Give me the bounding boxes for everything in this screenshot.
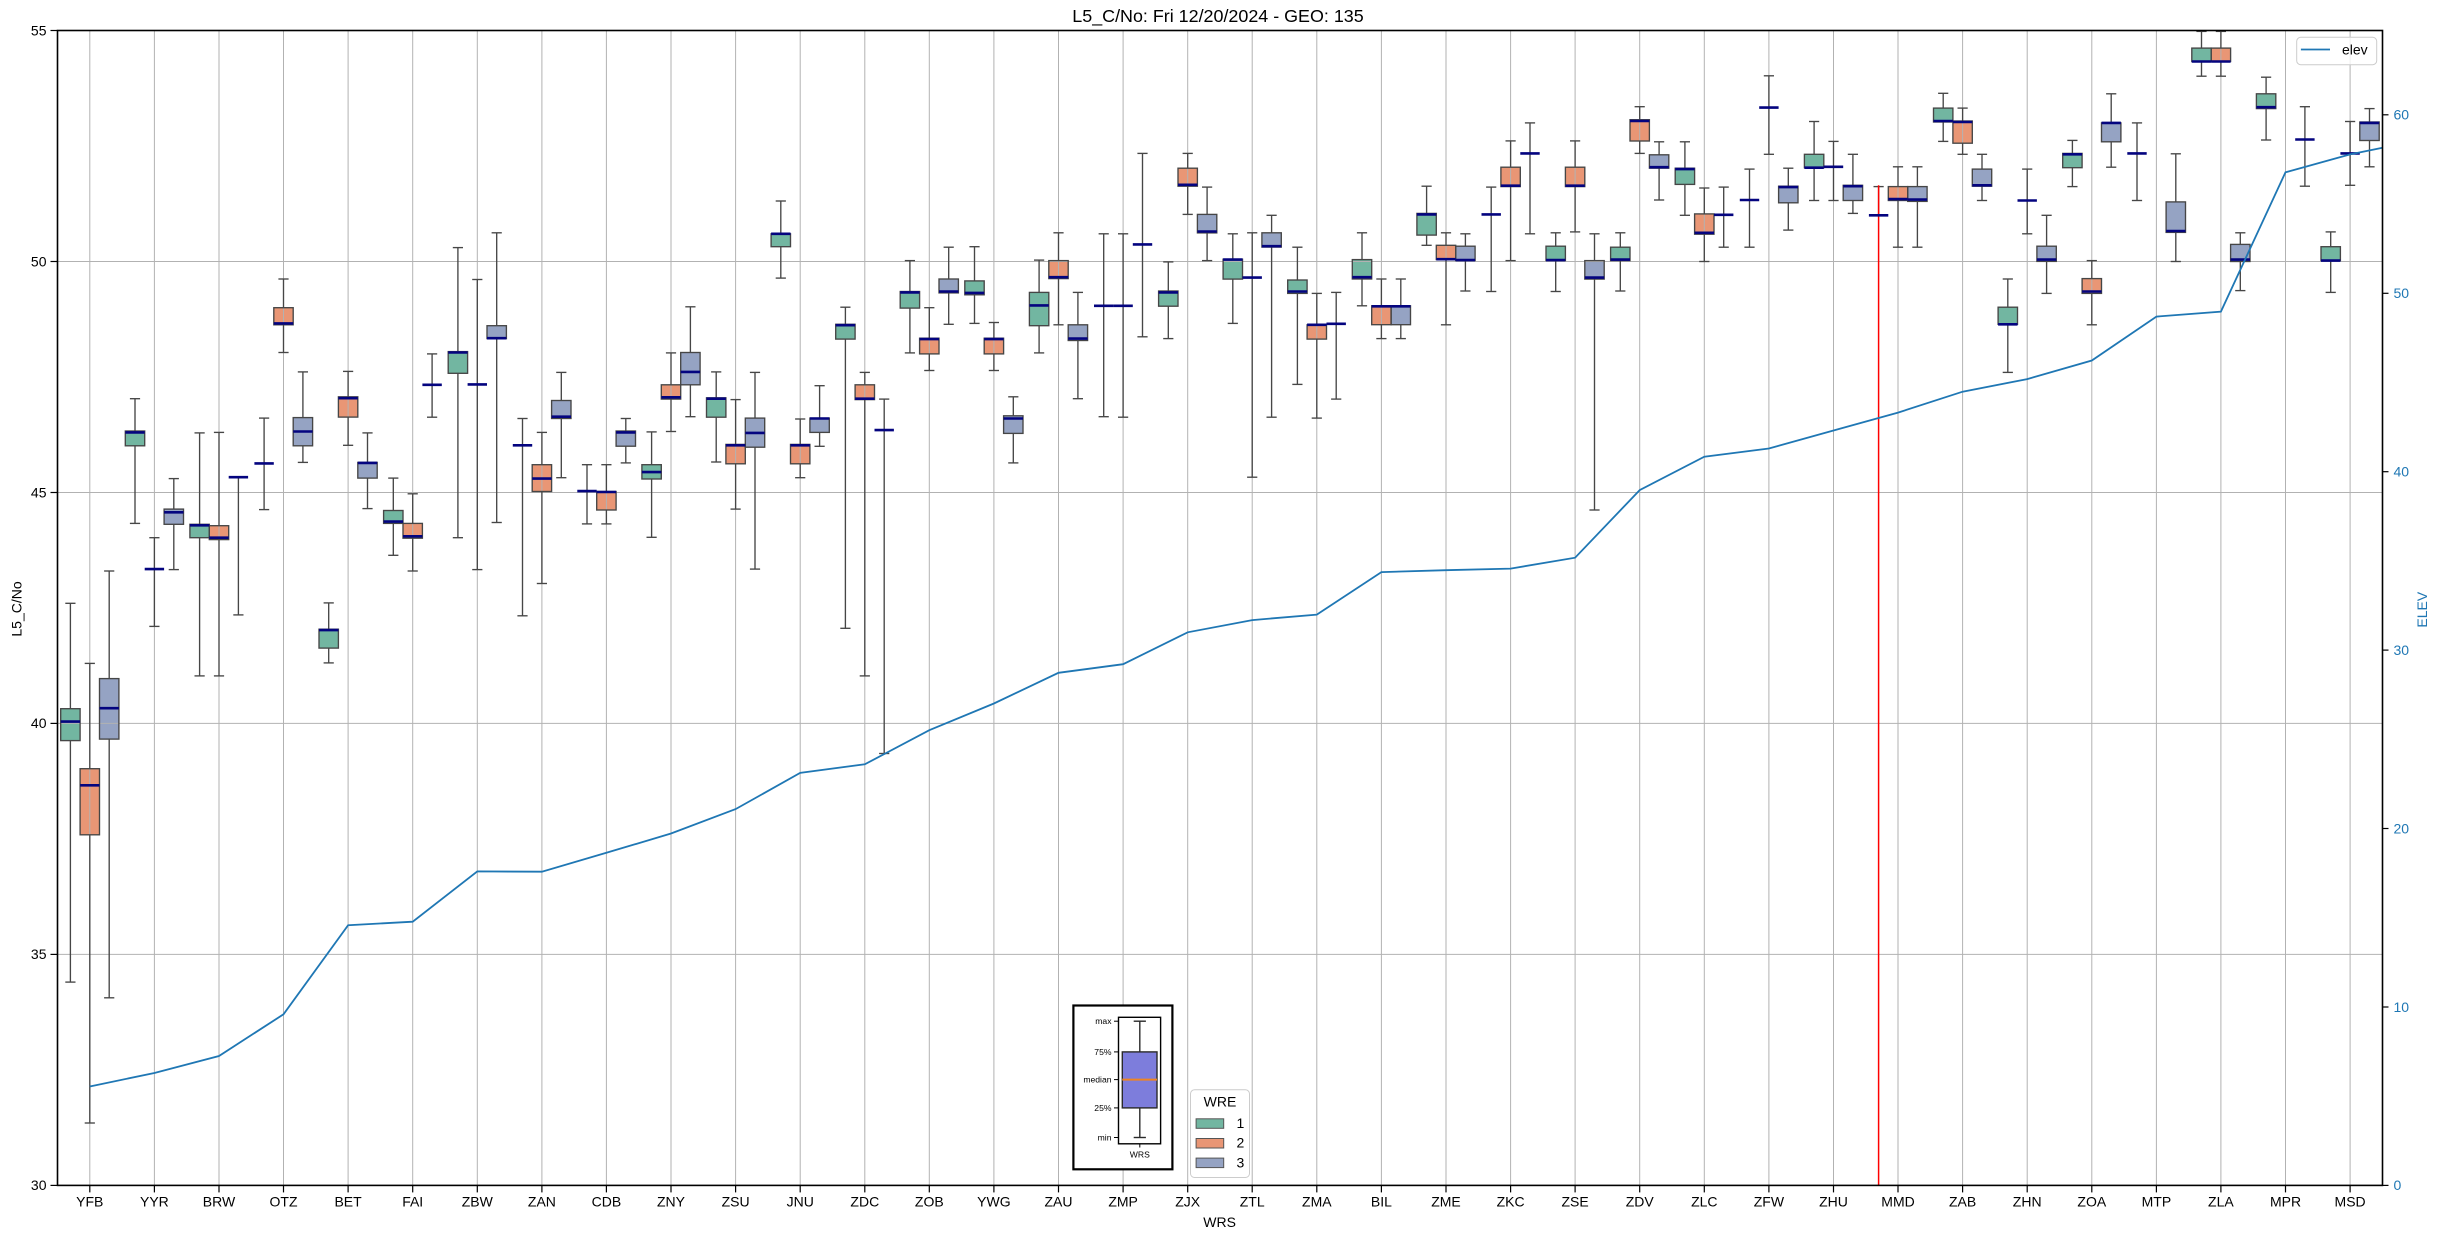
svg-text:JNU: JNU <box>787 1194 814 1210</box>
svg-text:BRW: BRW <box>203 1194 236 1210</box>
svg-text:ZMA: ZMA <box>1302 1194 1332 1210</box>
svg-text:BET: BET <box>334 1194 362 1210</box>
svg-text:ZME: ZME <box>1431 1194 1461 1210</box>
svg-text:ZTL: ZTL <box>1240 1194 1265 1210</box>
svg-text:ZLA: ZLA <box>2208 1194 2234 1210</box>
svg-text:ZOA: ZOA <box>2077 1194 2106 1210</box>
svg-text:20: 20 <box>2394 820 2410 836</box>
svg-text:WRE: WRE <box>1204 1094 1237 1110</box>
svg-text:40: 40 <box>31 715 47 731</box>
svg-text:YWG: YWG <box>977 1194 1010 1210</box>
svg-text:55: 55 <box>31 22 47 38</box>
svg-text:WRS: WRS <box>1130 1150 1150 1160</box>
svg-text:30: 30 <box>31 1177 47 1193</box>
svg-text:YYR: YYR <box>140 1194 169 1210</box>
svg-text:ELEV: ELEV <box>2414 591 2430 627</box>
svg-text:3: 3 <box>1237 1154 1245 1170</box>
svg-text:ZAU: ZAU <box>1045 1194 1073 1210</box>
svg-text:max: max <box>1095 1016 1112 1026</box>
svg-text:median: median <box>1083 1075 1111 1085</box>
svg-text:ZSU: ZSU <box>722 1194 750 1210</box>
svg-text:50: 50 <box>2394 285 2410 301</box>
svg-text:ZHN: ZHN <box>2013 1194 2042 1210</box>
svg-text:ZBW: ZBW <box>462 1194 494 1210</box>
svg-text:L5_C/No: Fri 12/20/2024 - GEO:: L5_C/No: Fri 12/20/2024 - GEO: 135 <box>1072 6 1363 27</box>
svg-text:ZOB: ZOB <box>915 1194 944 1210</box>
svg-text:YFB: YFB <box>76 1194 103 1210</box>
svg-text:ZKC: ZKC <box>1497 1194 1525 1210</box>
svg-text:45: 45 <box>31 484 47 500</box>
svg-text:ZLC: ZLC <box>1691 1194 1717 1210</box>
svg-text:ZAB: ZAB <box>1949 1194 1976 1210</box>
svg-text:60: 60 <box>2394 107 2410 123</box>
svg-text:min: min <box>1098 1133 1112 1143</box>
svg-text:ZNY: ZNY <box>657 1194 686 1210</box>
svg-text:75%: 75% <box>1094 1047 1112 1057</box>
svg-text:50: 50 <box>31 253 47 269</box>
svg-text:ZFW: ZFW <box>1754 1194 1785 1210</box>
svg-text:MPR: MPR <box>2270 1194 2301 1210</box>
svg-text:ZDV: ZDV <box>1626 1194 1655 1210</box>
svg-text:35: 35 <box>31 946 47 962</box>
svg-text:FAI: FAI <box>402 1194 423 1210</box>
svg-text:ZMP: ZMP <box>1108 1194 1138 1210</box>
svg-text:25%: 25% <box>1094 1103 1112 1113</box>
svg-text:2: 2 <box>1237 1135 1245 1151</box>
svg-text:L5_C/No: L5_C/No <box>9 581 25 636</box>
svg-text:ZHU: ZHU <box>1819 1194 1848 1210</box>
svg-text:0: 0 <box>2394 1177 2402 1193</box>
svg-text:MMD: MMD <box>1881 1194 1914 1210</box>
svg-text:BIL: BIL <box>1371 1194 1392 1210</box>
svg-text:elev: elev <box>2342 42 2368 58</box>
svg-text:30: 30 <box>2394 642 2410 658</box>
svg-text:ZAN: ZAN <box>528 1194 556 1210</box>
svg-text:OTZ: OTZ <box>270 1194 298 1210</box>
svg-text:ZJX: ZJX <box>1175 1194 1201 1210</box>
svg-text:1: 1 <box>1237 1115 1245 1131</box>
svg-text:40: 40 <box>2394 464 2410 480</box>
svg-text:MTP: MTP <box>2142 1194 2172 1210</box>
svg-text:CDB: CDB <box>592 1194 622 1210</box>
svg-text:ZSE: ZSE <box>1561 1194 1588 1210</box>
svg-text:10: 10 <box>2394 999 2410 1015</box>
svg-text:ZDC: ZDC <box>850 1194 879 1210</box>
svg-text:MSD: MSD <box>2335 1194 2366 1210</box>
svg-text:WRS: WRS <box>1203 1214 1236 1230</box>
